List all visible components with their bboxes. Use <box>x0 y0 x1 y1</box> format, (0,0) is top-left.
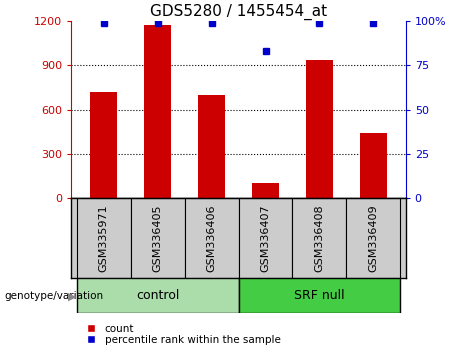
Bar <box>90 92 117 198</box>
Bar <box>198 95 225 198</box>
Text: GSM336409: GSM336409 <box>368 204 378 272</box>
Bar <box>239 198 292 278</box>
Text: GSM336407: GSM336407 <box>260 204 271 272</box>
Bar <box>77 278 239 313</box>
Text: ▶: ▶ <box>68 291 77 301</box>
Text: GSM335971: GSM335971 <box>99 204 109 272</box>
Bar <box>185 198 239 278</box>
Bar <box>306 59 333 198</box>
Bar <box>346 198 400 278</box>
Text: GSM336405: GSM336405 <box>153 204 163 272</box>
Title: GDS5280 / 1455454_at: GDS5280 / 1455454_at <box>150 4 327 20</box>
Text: SRF null: SRF null <box>294 289 345 302</box>
Text: GSM336406: GSM336406 <box>207 204 217 272</box>
Text: control: control <box>136 289 179 302</box>
Legend: count, percentile rank within the sample: count, percentile rank within the sample <box>77 319 285 349</box>
Bar <box>144 25 171 198</box>
Bar <box>239 278 400 313</box>
Bar <box>252 183 279 198</box>
Bar <box>131 198 185 278</box>
Bar <box>292 198 346 278</box>
Bar <box>77 198 131 278</box>
Text: GSM336408: GSM336408 <box>314 204 325 272</box>
Text: genotype/variation: genotype/variation <box>5 291 104 301</box>
Bar <box>360 133 387 198</box>
